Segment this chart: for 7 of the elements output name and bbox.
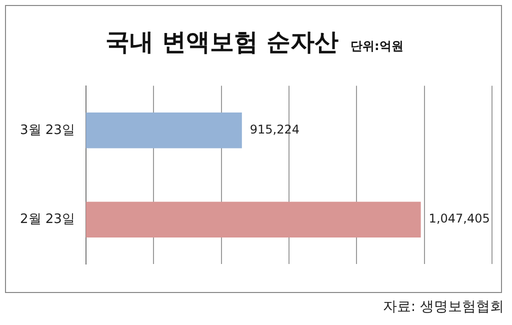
data-label: 915,224	[250, 122, 300, 137]
y-tick-label: 3월 23일	[20, 122, 75, 138]
text: 자료: 생명보험협회	[382, 298, 504, 316]
y-tick-label: 2월 23일	[20, 212, 75, 227]
chart-title: 국내 변액보험 순자산	[106, 28, 338, 56]
chart-subtitle: 단위:억원	[350, 39, 404, 53]
data-label: 1,047,405	[428, 212, 490, 226]
